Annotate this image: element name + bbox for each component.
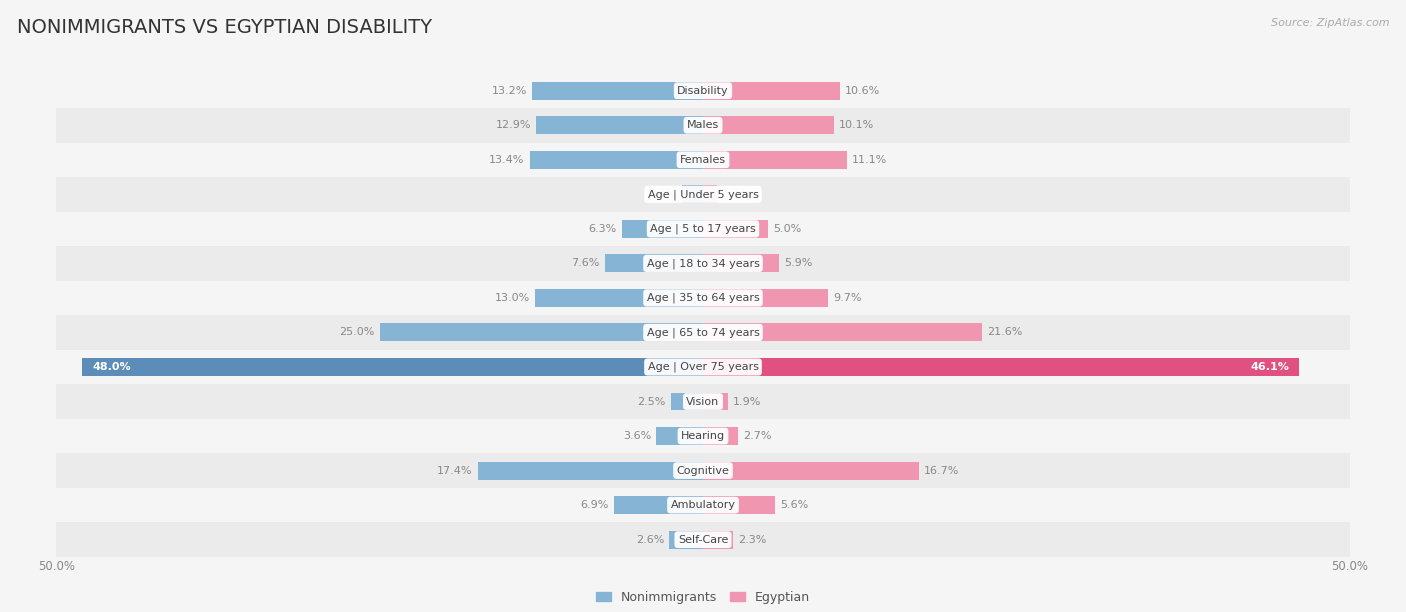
Text: Males: Males — [688, 120, 718, 130]
Bar — [657, 427, 703, 445]
Bar — [380, 324, 703, 341]
Bar — [703, 220, 768, 238]
Bar — [56, 384, 1350, 419]
Text: 2.6%: 2.6% — [636, 535, 664, 545]
Text: Disability: Disability — [678, 86, 728, 95]
Bar — [703, 255, 779, 272]
Bar — [703, 392, 727, 411]
Text: 10.1%: 10.1% — [839, 120, 875, 130]
Text: 13.2%: 13.2% — [492, 86, 527, 95]
Text: 11.1%: 11.1% — [852, 155, 887, 165]
Bar — [703, 185, 717, 203]
Bar — [682, 185, 703, 203]
Bar — [703, 427, 738, 445]
Bar — [56, 177, 1350, 212]
Text: 1.1%: 1.1% — [723, 189, 751, 200]
Bar — [703, 324, 983, 341]
Text: Vision: Vision — [686, 397, 720, 406]
Text: 12.9%: 12.9% — [495, 120, 531, 130]
Bar — [605, 255, 703, 272]
Bar — [56, 143, 1350, 177]
Text: Age | 35 to 64 years: Age | 35 to 64 years — [647, 293, 759, 303]
Text: Females: Females — [681, 155, 725, 165]
Bar — [56, 281, 1350, 315]
Text: 21.6%: 21.6% — [987, 327, 1024, 337]
Text: Cognitive: Cognitive — [676, 466, 730, 476]
Bar — [703, 116, 834, 134]
Bar — [536, 116, 703, 134]
Bar — [56, 349, 1350, 384]
Bar — [614, 496, 703, 514]
Bar — [82, 358, 703, 376]
Text: 25.0%: 25.0% — [339, 327, 374, 337]
Bar — [703, 151, 846, 169]
Text: 2.5%: 2.5% — [637, 397, 665, 406]
Bar — [478, 461, 703, 480]
Bar — [56, 488, 1350, 523]
Bar — [703, 358, 1299, 376]
Text: 1.6%: 1.6% — [650, 189, 678, 200]
Bar — [533, 82, 703, 100]
Bar — [56, 212, 1350, 246]
Text: 2.7%: 2.7% — [744, 431, 772, 441]
Bar — [56, 246, 1350, 281]
Text: Age | Under 5 years: Age | Under 5 years — [648, 189, 758, 200]
Text: NONIMMIGRANTS VS EGYPTIAN DISABILITY: NONIMMIGRANTS VS EGYPTIAN DISABILITY — [17, 18, 432, 37]
Bar — [703, 289, 828, 307]
Text: 10.6%: 10.6% — [845, 86, 880, 95]
Text: 17.4%: 17.4% — [437, 466, 472, 476]
Text: 5.9%: 5.9% — [785, 258, 813, 269]
Bar — [56, 73, 1350, 108]
Text: 13.0%: 13.0% — [495, 293, 530, 303]
Bar — [534, 289, 703, 307]
Text: 5.6%: 5.6% — [780, 500, 808, 510]
Bar — [530, 151, 703, 169]
Text: Hearing: Hearing — [681, 431, 725, 441]
Text: 7.6%: 7.6% — [571, 258, 599, 269]
Text: 6.3%: 6.3% — [588, 224, 616, 234]
Text: 46.1%: 46.1% — [1250, 362, 1289, 372]
Legend: Nonimmigrants, Egyptian: Nonimmigrants, Egyptian — [596, 591, 810, 604]
Bar — [703, 461, 920, 480]
Text: Age | 65 to 74 years: Age | 65 to 74 years — [647, 327, 759, 338]
Text: 2.3%: 2.3% — [738, 535, 766, 545]
Bar — [56, 108, 1350, 143]
Text: 48.0%: 48.0% — [93, 362, 131, 372]
Text: Age | 5 to 17 years: Age | 5 to 17 years — [650, 223, 756, 234]
Bar — [703, 82, 841, 100]
Bar — [56, 453, 1350, 488]
Bar — [56, 315, 1350, 349]
Bar — [56, 419, 1350, 453]
Text: 1.9%: 1.9% — [733, 397, 761, 406]
Bar — [703, 531, 733, 548]
Text: 13.4%: 13.4% — [489, 155, 524, 165]
Bar — [671, 392, 703, 411]
Text: Age | 18 to 34 years: Age | 18 to 34 years — [647, 258, 759, 269]
Text: 5.0%: 5.0% — [773, 224, 801, 234]
Bar — [669, 531, 703, 548]
Bar — [621, 220, 703, 238]
Text: 6.9%: 6.9% — [581, 500, 609, 510]
Text: Age | Over 75 years: Age | Over 75 years — [648, 362, 758, 372]
Text: 9.7%: 9.7% — [834, 293, 862, 303]
Text: 3.6%: 3.6% — [623, 431, 651, 441]
Text: Ambulatory: Ambulatory — [671, 500, 735, 510]
Text: 16.7%: 16.7% — [924, 466, 959, 476]
Bar — [703, 496, 776, 514]
Text: Self-Care: Self-Care — [678, 535, 728, 545]
Bar — [56, 523, 1350, 557]
Text: Source: ZipAtlas.com: Source: ZipAtlas.com — [1271, 18, 1389, 28]
